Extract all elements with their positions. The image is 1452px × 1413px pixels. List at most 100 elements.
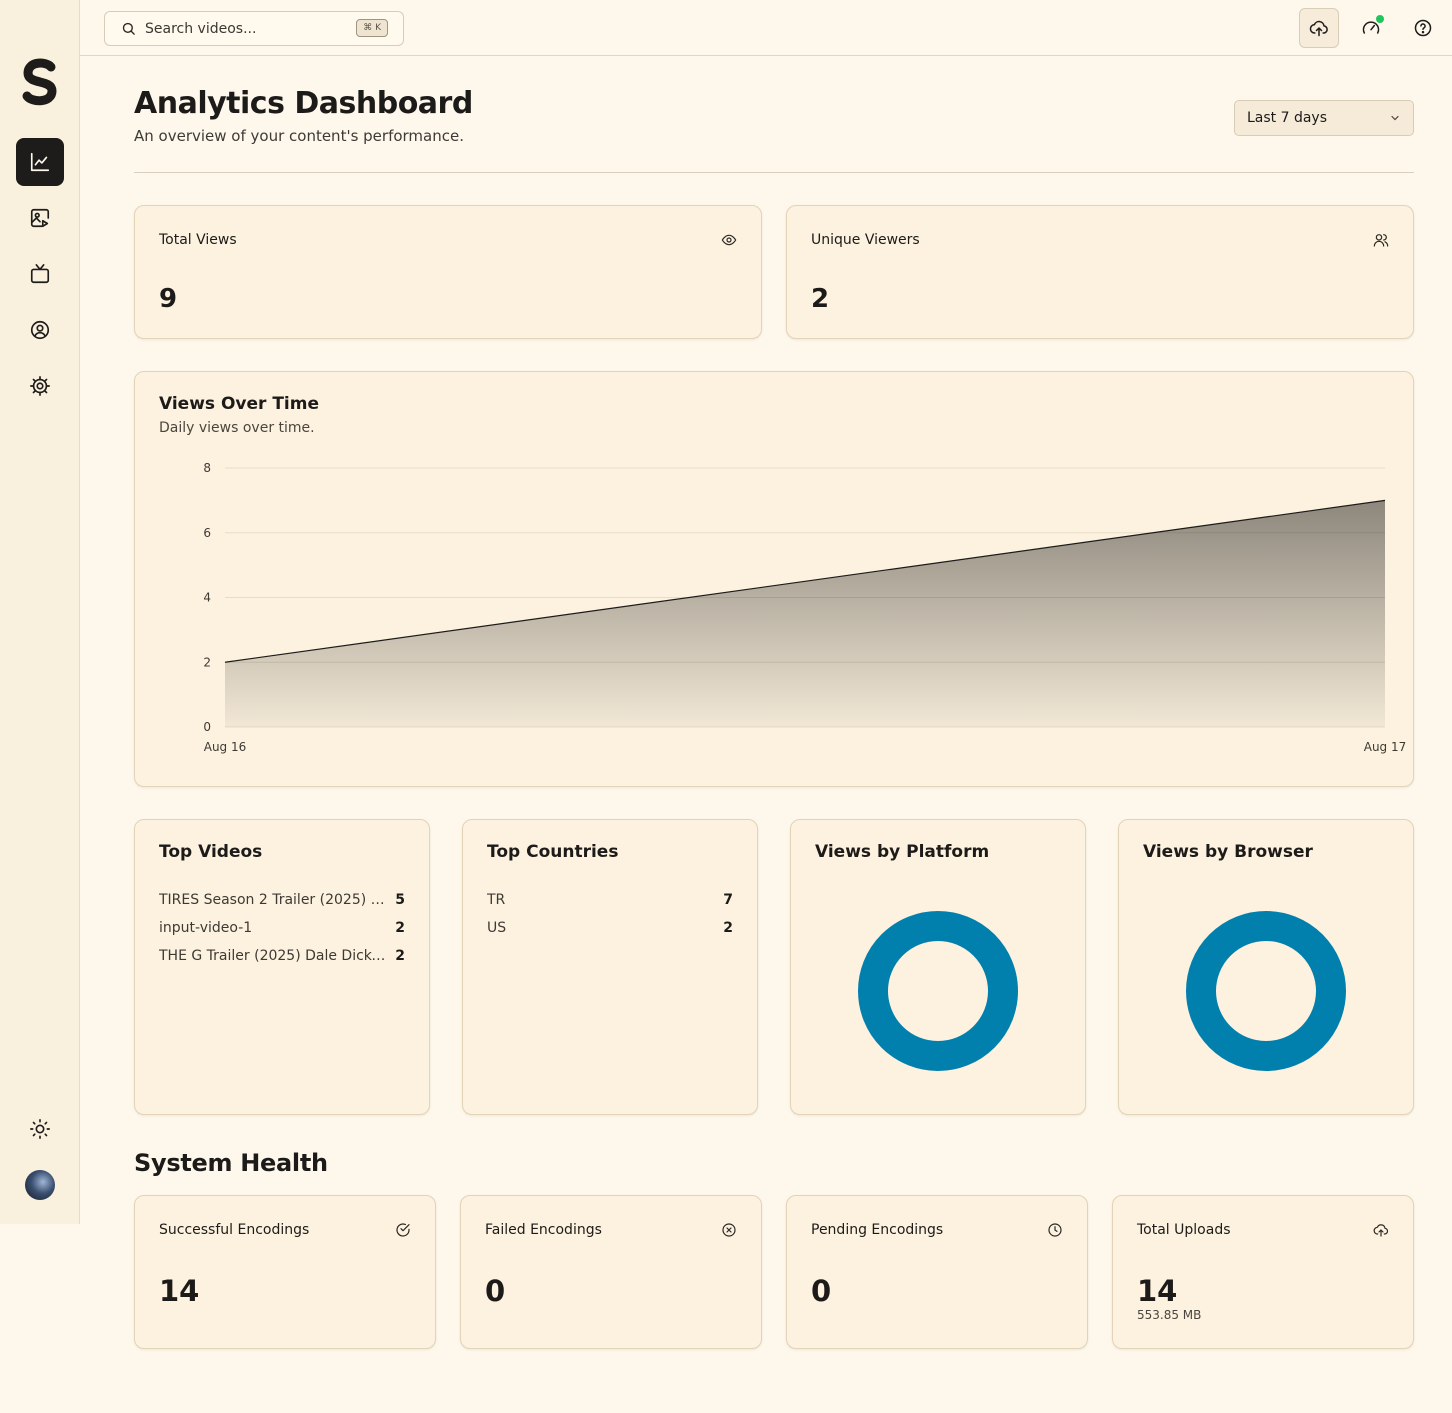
gear-icon <box>30 376 50 396</box>
platform-donut-slice[interactable] <box>858 911 1018 1071</box>
sun-icon <box>30 1119 50 1139</box>
search-icon <box>122 22 135 35</box>
views-over-time-card: Views Over Time Daily views over time. 0… <box>134 371 1414 787</box>
page-subtitle: An overview of your content's performanc… <box>134 127 464 145</box>
y-tick-label: 4 <box>203 591 211 605</box>
top-videos-title: Top Videos <box>159 842 263 862</box>
top-bar: ⌘ K <box>80 0 1452 56</box>
total-views-value: 9 <box>159 284 178 314</box>
date-range-value: Last 7 days <box>1247 110 1328 126</box>
y-tick-label: 6 <box>203 526 211 540</box>
pending-encodings-card: Pending Encodings 0 <box>786 1195 1088 1349</box>
successful-encodings-card: Successful Encodings 14 <box>134 1195 436 1349</box>
browser-title: Views by Browser <box>1143 842 1313 862</box>
video-count: 2 <box>395 948 405 964</box>
video-name: input-video-1 <box>159 920 253 936</box>
theme-toggle-button[interactable] <box>16 1105 64 1153</box>
top-videos-card: Top Videos TIRES Season 2 Trailer (2025)… <box>134 819 430 1115</box>
list-item[interactable]: input-video-1 2 <box>159 920 405 948</box>
unique-viewers-label: Unique Viewers <box>811 232 920 248</box>
total-uploads-size: 553.85 MB <box>1137 1308 1202 1322</box>
x-tick-label: Aug 17 <box>1364 740 1407 754</box>
system-health-title: System Health <box>134 1149 328 1177</box>
video-name: THE G Trailer (2025) Dale Dickey, Thea S… <box>159 948 393 964</box>
list-item: US 2 <box>487 920 733 948</box>
top-countries-list: TR 7 US 2 <box>487 892 733 948</box>
pending-encodings-label: Pending Encodings <box>811 1222 944 1238</box>
failed-encodings-label: Failed Encodings <box>485 1222 602 1238</box>
top-videos-list: TIRES Season 2 Trailer (2025) Shane Gill… <box>159 892 405 976</box>
chart-title: Views Over Time <box>159 394 319 414</box>
app-logo[interactable] <box>20 58 60 106</box>
pending-encodings-value: 0 <box>811 1274 832 1308</box>
video-name: TIRES Season 2 Trailer (2025) Shane Gill… <box>159 892 393 908</box>
help-button[interactable] <box>1403 8 1443 48</box>
list-item[interactable]: TIRES Season 2 Trailer (2025) Shane Gill… <box>159 892 405 920</box>
successful-encodings-label: Successful Encodings <box>159 1222 310 1238</box>
successful-encodings-value: 14 <box>159 1274 200 1308</box>
platform-title: Views by Platform <box>815 842 990 862</box>
chevron-down-icon <box>1391 115 1399 121</box>
views-by-platform-card: Views by Platform <box>790 819 1086 1115</box>
search-input[interactable] <box>145 20 335 37</box>
nav-videos[interactable] <box>16 194 64 242</box>
x-tick-label: Aug 16 <box>204 740 247 754</box>
failed-encodings-value: 0 <box>485 1274 506 1308</box>
users-icon <box>1373 234 1389 247</box>
unique-viewers-value: 2 <box>811 284 830 314</box>
eye-icon <box>721 234 737 246</box>
sidebar <box>0 0 80 1224</box>
check-circle-icon <box>396 1223 410 1237</box>
user-circle-icon <box>30 320 50 340</box>
status-indicator <box>1376 15 1384 23</box>
video-count: 2 <box>395 920 405 936</box>
nav-settings[interactable] <box>16 362 64 410</box>
image-play-icon <box>30 208 50 228</box>
page-title: Analytics Dashboard <box>134 86 473 121</box>
platform-donut-chart <box>858 911 1018 1071</box>
nav-account[interactable] <box>16 306 64 354</box>
list-item[interactable]: THE G Trailer (2025) Dale Dickey, Thea S… <box>159 948 405 976</box>
country-code: TR <box>487 892 506 908</box>
chart-line-icon <box>30 152 50 172</box>
tv-icon <box>30 264 50 284</box>
country-code: US <box>487 920 507 936</box>
help-circle-icon <box>1414 19 1432 37</box>
x-circle-icon <box>722 1223 736 1237</box>
avatar[interactable] <box>25 1170 55 1200</box>
nav-channels[interactable] <box>16 250 64 298</box>
header-divider <box>134 172 1414 173</box>
cloud-upload-icon <box>1309 20 1328 37</box>
total-uploads-card: Total Uploads 14 553.85 MB <box>1112 1195 1414 1349</box>
list-item: TR 7 <box>487 892 733 920</box>
y-tick-label: 0 <box>203 720 211 734</box>
country-count: 7 <box>723 892 733 908</box>
search-box[interactable]: ⌘ K <box>104 11 404 46</box>
upload-button[interactable] <box>1299 8 1339 48</box>
views-area-chart: 0 2 4 6 8 Aug 16 Aug 17 <box>203 461 1407 754</box>
clock-icon <box>1048 1223 1062 1237</box>
unique-viewers-card: Unique Viewers 2 <box>786 205 1414 339</box>
top-countries-card: Top Countries TR 7 US 2 <box>462 819 758 1115</box>
chart-subtitle: Daily views over time. <box>159 420 315 436</box>
total-views-label: Total Views <box>159 232 237 248</box>
failed-encodings-card: Failed Encodings 0 <box>460 1195 762 1349</box>
status-button[interactable] <box>1351 8 1391 48</box>
gauge-icon <box>1362 21 1380 34</box>
browser-donut-chart <box>1186 911 1346 1071</box>
search-shortcut-badge: ⌘ K <box>356 19 388 37</box>
views-by-browser-card: Views by Browser <box>1118 819 1414 1115</box>
cloud-upload-icon <box>1373 1224 1389 1237</box>
series-area <box>225 500 1385 727</box>
total-views-card: Total Views 9 <box>134 205 762 339</box>
total-uploads-value: 14 <box>1137 1274 1178 1308</box>
date-range-select[interactable]: Last 7 days <box>1234 100 1414 136</box>
series-line[interactable] <box>224 499 1386 663</box>
video-count: 5 <box>395 892 405 908</box>
total-uploads-label: Total Uploads <box>1137 1222 1231 1238</box>
top-countries-title: Top Countries <box>487 842 619 862</box>
country-count: 2 <box>723 920 733 936</box>
nav-analytics[interactable] <box>16 138 64 186</box>
y-tick-label: 8 <box>203 461 211 475</box>
browser-donut-slice[interactable] <box>1186 911 1346 1071</box>
